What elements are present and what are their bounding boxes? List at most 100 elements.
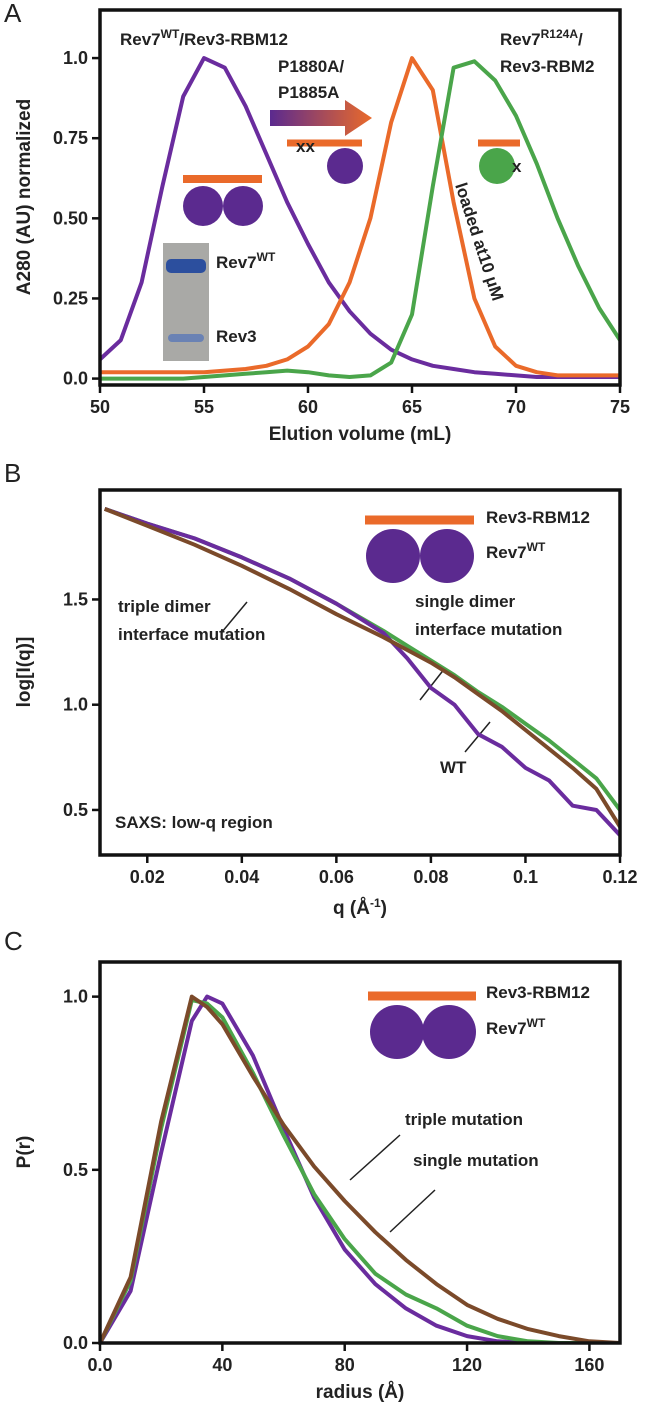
y-tick-label: 0.0: [63, 1333, 88, 1353]
annotation-main: WT: [440, 758, 467, 777]
annotation-main: Rev3-RBM12: [486, 983, 590, 1002]
annotation-main: interface mutation: [415, 620, 562, 639]
y-tick-label: 0.75: [53, 128, 88, 148]
annotation: WT: [440, 758, 467, 777]
y-axis-title: log[I(q)]: [14, 637, 35, 708]
annotation-main: single dimer: [415, 592, 516, 611]
plot-area: [103, 507, 620, 837]
annotation-main: single mutation: [413, 1151, 539, 1170]
data-line: [104, 507, 620, 837]
y-tick-label: 1.0: [63, 695, 88, 715]
annotation: interface mutation: [118, 625, 265, 644]
y-axis-title: A280 (AU) normalized: [14, 99, 35, 295]
annotation-rest: /: [578, 30, 583, 49]
x-tick-label: 80: [335, 1355, 355, 1375]
annotation-sup: WT: [257, 250, 276, 264]
data-line: [100, 59, 620, 381]
x-axis-title-sup: -1: [370, 896, 381, 910]
annotation: Rev7WT: [216, 250, 276, 272]
annotation: interface mutation: [415, 620, 562, 639]
annotation-rest: /Rev3-RBM12: [179, 30, 288, 49]
annotation: Rev3-RBM12: [486, 983, 590, 1002]
data-line: [100, 56, 620, 379]
plot-area: [100, 56, 620, 381]
plot-frame: [98, 960, 622, 1345]
annotation-main: interface mutation: [118, 625, 265, 644]
annotation-main: SAXS: low-q region: [115, 813, 273, 832]
annotation-main: xx: [296, 137, 315, 156]
x-tick-label: 60: [298, 397, 318, 417]
annotation-main: Rev7: [216, 253, 257, 272]
annotation: P1880A/: [278, 57, 344, 76]
annotation: single dimer: [415, 592, 516, 611]
x-tick-label: 160: [574, 1355, 604, 1375]
annotation-main: Rev7: [486, 1019, 527, 1038]
data-line: [104, 507, 620, 812]
annotation-sup: WT: [161, 27, 180, 41]
cartoon-a: [163, 100, 520, 361]
annotation-sup: R124A: [541, 27, 579, 41]
x-axis-title-main: q (Å: [333, 898, 370, 919]
annotation-main: loaded at10 μM: [451, 180, 507, 303]
annotation-main: x: [512, 157, 522, 176]
x-axis-title: radius (Å): [316, 1382, 405, 1403]
annotation-main: P1885A: [278, 83, 339, 102]
annotation: x: [512, 157, 522, 176]
annotation-main: triple mutation: [405, 1110, 523, 1129]
plot-frame: [98, 488, 622, 857]
annotation: Rev7WT: [486, 540, 546, 562]
y-tick-label: 1.5: [63, 589, 88, 609]
cartoon-b: [365, 515, 474, 583]
x-tick-label: 0.12: [602, 867, 637, 887]
annotation: xx: [296, 137, 315, 156]
annotation-sup: WT: [527, 1016, 546, 1030]
y-tick-label: 0.5: [63, 1160, 88, 1180]
annotation: triple dimer: [118, 597, 211, 616]
annotation-main: Rev7: [120, 30, 161, 49]
x-axis-title: q (Å-1): [333, 896, 387, 919]
y-tick-label: 0.0: [63, 369, 88, 389]
annotation: Rev7WT/Rev3-RBM12: [120, 27, 288, 49]
y-tick-label: 1.0: [63, 48, 88, 68]
leader-lines: [221, 601, 491, 1233]
x-tick-label: 0.1: [513, 867, 538, 887]
y-tick-label: 1.0: [63, 987, 88, 1007]
data-line: [100, 994, 620, 1343]
annotation-main: P1880A/: [278, 57, 344, 76]
y-axis-title: P(r): [14, 1136, 35, 1169]
x-tick-label: 0.08: [413, 867, 448, 887]
annotation: single mutation: [413, 1151, 539, 1170]
annotation: triple mutation: [405, 1110, 523, 1129]
annotation: P1885A: [278, 83, 339, 102]
annotation: SAXS: low-q region: [115, 813, 273, 832]
annotation-main: Rev3-RBM12: [486, 508, 590, 527]
x-tick-label: 75: [610, 397, 630, 417]
annotation-main: Rev3: [216, 327, 257, 346]
x-tick-label: 0.06: [319, 867, 354, 887]
panel-letter: B: [4, 458, 21, 488]
data-line: [103, 507, 620, 828]
annotation-main: triple dimer: [118, 597, 211, 616]
x-tick-label: 70: [506, 397, 526, 417]
y-tick-label: 0.50: [53, 208, 88, 228]
plot-frame: [98, 8, 622, 387]
annotation: Rev3-RBM12: [486, 508, 590, 527]
x-axis-title-rest: ): [381, 898, 387, 919]
x-tick-label: 65: [402, 397, 422, 417]
annotation-sup: WT: [527, 540, 546, 554]
data-line: [100, 994, 620, 1343]
x-tick-label: 0.02: [130, 867, 165, 887]
annotation: Rev3: [216, 327, 257, 346]
x-axis-title: Elution volume (mL): [269, 424, 452, 445]
x-tick-label: 55: [194, 397, 214, 417]
x-tick-label: 50: [90, 397, 110, 417]
y-tick-label: 0.5: [63, 800, 88, 820]
annotation-main: Rev3-RBM2: [500, 57, 594, 76]
annotation: Rev3-RBM2: [500, 57, 594, 76]
x-tick-label: 120: [452, 1355, 482, 1375]
panel-letter: A: [4, 0, 22, 28]
panel-letter: C: [4, 926, 23, 956]
y-tick-label: 0.25: [53, 288, 88, 308]
plot-area: [100, 994, 620, 1343]
